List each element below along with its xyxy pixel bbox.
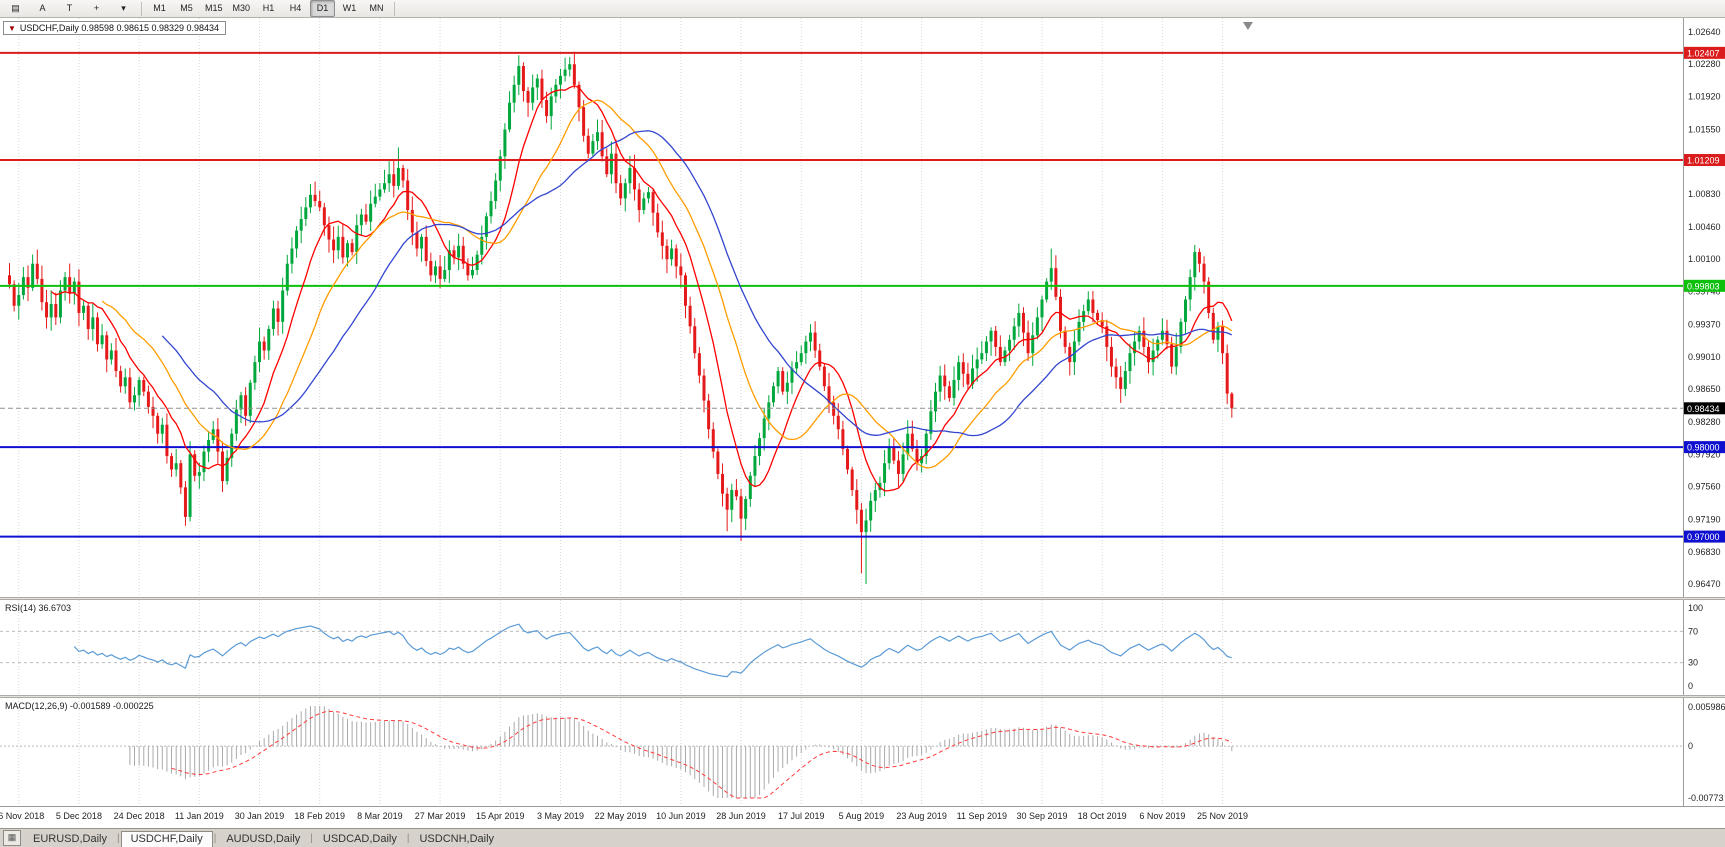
tab-separator: | [406,832,410,844]
timeframe-button-w1[interactable]: W1 [342,3,357,13]
panel-splitter[interactable] [0,597,1725,600]
date-label: 28 Jun 2019 [716,811,766,821]
auto-trading-button[interactable]: A [39,3,46,13]
objects-dropdown-icon[interactable]: ▾ [121,3,126,13]
svg-text:0.99370: 0.99370 [1688,320,1721,330]
svg-text:0.98650: 0.98650 [1688,384,1721,394]
date-label: 11 Jan 2019 [174,811,224,821]
svg-text:0.96470: 0.96470 [1688,579,1721,589]
date-label: 8 Mar 2019 [357,811,403,821]
chart-window-icon[interactable]: ▤ [11,3,20,13]
main-chart-panel: 1.026401.022801.019201.015501.011901.008… [0,18,1725,597]
date-label: 25 Nov 2019 [1197,811,1249,821]
timeframe-button-m15[interactable]: M15 [205,3,223,13]
svg-text:1.02640: 1.02640 [1688,27,1721,37]
date-label: 15 Apr 2019 [475,811,525,821]
macd-panel: 0.005986 0 -0.00773 MACD(12,26,9) -0.00158… [0,698,1725,806]
date-label: 3 May 2019 [536,811,584,821]
date-label: 11 Sep 2019 [956,811,1007,821]
toolbar-separator [394,1,396,16]
panel-splitter[interactable] [0,695,1725,698]
tab-list-icon[interactable]: ▦ [3,830,21,846]
chart-title: ▼ USDCHF,Daily 0.98598 0.98615 0.98329 0… [3,21,227,35]
timeframe-button-h4[interactable]: H4 [289,3,302,13]
rsi-label: RSI(14) 36.6703 [5,603,72,613]
timeframe-button-m1[interactable]: M1 [153,3,166,13]
date-label: 18 Oct 2019 [1077,811,1127,821]
svg-text:-0.00773: -0.00773 [1688,793,1724,803]
chart-tab-usdcad[interactable]: USDCAD,Daily [322,833,397,845]
timeframe-button-mn[interactable]: MN [369,3,384,13]
svg-text:1.02280: 1.02280 [1688,59,1721,69]
date-label: 5 Dec 2018 [55,811,102,821]
svg-text:1.00100: 1.00100 [1688,254,1721,264]
rsi-canvas[interactable]: 100 70 30 0 [0,600,1725,695]
macd-canvas[interactable]: 0.005986 0 -0.00773 [0,698,1725,806]
toolbar-separator [141,1,142,16]
date-label: 22 May 2019 [594,811,647,821]
macd-label: MACD(12,26,9) -0.001589 -0.000225 [5,701,154,711]
date-label: 23 Aug 2019 [896,811,947,821]
svg-text:1.02407: 1.02407 [1687,48,1720,58]
date-label: 18 Feb 2019 [294,811,345,821]
timeframe-button-d1[interactable]: D1 [310,0,336,17]
ohlc-readout: USDCHF,Daily 0.98598 0.98615 0.98329 0.9… [19,23,220,33]
svg-text:0.97560: 0.97560 [1688,481,1721,491]
date-label: 30 Jan 2019 [234,811,285,821]
objects-tool-button[interactable]: + [93,3,100,13]
date-label: 16 Nov 2018 [0,811,45,821]
main-chart-canvas[interactable]: 1.026401.022801.019201.015501.011901.008… [0,18,1725,597]
svg-text:0.005986: 0.005986 [1688,702,1725,712]
date-label: 10 Jun 2019 [656,811,706,821]
rsi-panel: 100 70 30 0 RSI(14) 36.6703 [0,600,1725,695]
svg-text:1.01550: 1.01550 [1688,125,1721,135]
date-label: 30 Sep 2019 [1016,811,1068,821]
chart-tab-usdcnh[interactable]: USDCNH,Daily [419,833,495,845]
svg-text:1.01920: 1.01920 [1688,91,1721,101]
svg-text:0: 0 [1688,741,1693,751]
chart-tab-eurusd[interactable]: EURUSD,Daily [33,833,107,845]
timeframe-button-m30[interactable]: M30 [232,3,251,13]
date-label: 27 Mar 2019 [414,811,466,821]
svg-text:0: 0 [1688,681,1693,691]
tab-separator: | [116,832,120,844]
svg-text:0.97190: 0.97190 [1688,515,1721,525]
svg-text:1.00830: 1.00830 [1688,189,1721,199]
svg-text:0.99010: 0.99010 [1688,352,1721,362]
chart-tab-audusd[interactable]: AUDUSD,Daily [226,833,301,845]
time-axis[interactable]: 16 Nov 2018 5 Dec 2018 24 Dec 2018 11 Jan 2… [0,806,1725,828]
chart-tabs-bar: ▦ EURUSD,Daily | USDCHF,Daily | AUDUSD,Daily |… [0,828,1725,847]
date-label: 17 Jul 2019 [777,811,825,821]
svg-text:0.98434: 0.98434 [1687,404,1720,414]
timeframe-button-h1[interactable]: H1 [262,3,275,13]
toolbar: ▤ A T + ▾ M1 M5 M15 M30 H1 H4 D1 W1 MN [0,0,1725,18]
timeframe-button-m5[interactable]: M5 [180,3,193,13]
svg-text:70: 70 [1688,626,1698,636]
symbol-marker-icon[interactable]: ▼ [8,23,16,33]
svg-text:0.97000: 0.97000 [1687,532,1720,542]
svg-text:1.01209: 1.01209 [1687,156,1720,166]
text-tool-button[interactable]: T [66,3,73,13]
svg-text:0.99803: 0.99803 [1687,281,1720,291]
svg-text:30: 30 [1688,658,1698,668]
svg-text:0.98000: 0.98000 [1687,443,1720,453]
date-label: 6 Nov 2019 [1139,811,1186,821]
date-label: 5 Aug 2019 [838,811,885,821]
svg-text:100: 100 [1688,603,1703,613]
date-label: 24 Dec 2018 [113,811,165,821]
svg-text:0.96830: 0.96830 [1688,547,1721,557]
svg-text:1.00460: 1.00460 [1688,222,1721,232]
tab-separator: | [310,832,313,844]
tab-separator: | [213,832,217,844]
svg-text:0.97920: 0.97920 [1688,449,1721,459]
chart-tab-usdchf[interactable]: USDCHF,Daily [120,831,213,847]
svg-text:0.98280: 0.98280 [1688,417,1721,427]
